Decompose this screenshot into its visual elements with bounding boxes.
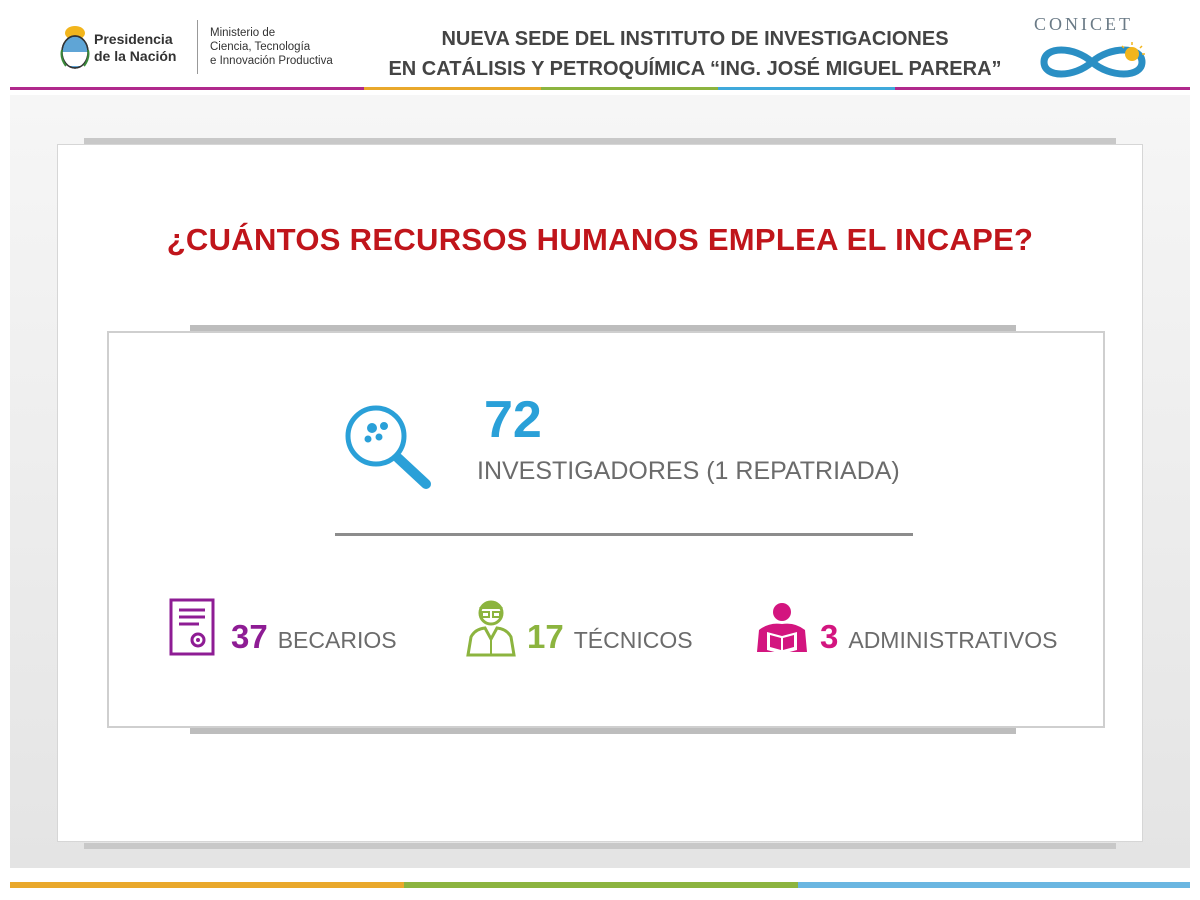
header-bar xyxy=(10,9,1190,89)
inner-shadow-bottom xyxy=(190,728,1016,734)
investigadores-number: 72 xyxy=(484,391,542,449)
administrativos-number: 3 xyxy=(820,618,839,655)
conicet-logo: CONICET xyxy=(1030,14,1160,84)
footer-color-line xyxy=(10,882,1190,888)
stats-box xyxy=(107,331,1105,728)
administrativos-label: ADMINISTRATIVOS xyxy=(848,626,1058,653)
stat-administrativos: 3 ADMINISTRATIVOS xyxy=(820,612,1058,662)
presidencia-text: Presidencia de la Nación xyxy=(94,31,177,64)
reading-person-icon xyxy=(757,603,807,654)
becarios-label: BECARIOS xyxy=(277,626,397,653)
inner-shadow-top xyxy=(190,325,1016,331)
presidencia-logo: Presidencia de la Nación Ministerio de C… xyxy=(60,18,360,76)
card-shadow-top xyxy=(84,138,1116,144)
certificate-icon xyxy=(169,598,215,656)
conicet-infinity-icon xyxy=(1040,42,1146,78)
header-title-line2: EN CATÁLISIS Y PETROQUÍMICA “ING. JOSÉ M… xyxy=(388,58,1002,80)
question-heading: ¿CUÁNTOS RECURSOS HUMANOS EMPLEA EL INCA… xyxy=(166,222,1034,257)
technician-icon xyxy=(466,600,516,657)
magnifier-icon xyxy=(345,405,431,489)
ministerio-text: Ministerio de Ciencia, Tecnología e Inno… xyxy=(210,27,333,67)
header-title: NUEVA SEDE DEL INSTITUTO DE INVESTIGACIO… xyxy=(370,24,1020,84)
header-color-line xyxy=(10,87,1190,90)
conicet-text: CONICET xyxy=(1034,14,1133,34)
investigadores-label: INVESTIGADORES (1 REPATRIADA) xyxy=(477,457,900,485)
logo-divider xyxy=(197,20,198,74)
tecnicos-label: TÉCNICOS xyxy=(573,626,693,653)
card-shadow-bottom xyxy=(84,843,1116,849)
stat-tecnicos: 17 TÉCNICOS xyxy=(527,612,693,662)
stat-becarios: 37 BECARIOS xyxy=(231,612,397,662)
becarios-number: 37 xyxy=(231,618,268,655)
header-title-line1: NUEVA SEDE DEL INSTITUTO DE INVESTIGACIO… xyxy=(441,28,949,50)
argentina-shield-icon xyxy=(60,26,90,69)
stats-divider xyxy=(335,533,913,536)
tecnicos-number: 17 xyxy=(527,618,564,655)
